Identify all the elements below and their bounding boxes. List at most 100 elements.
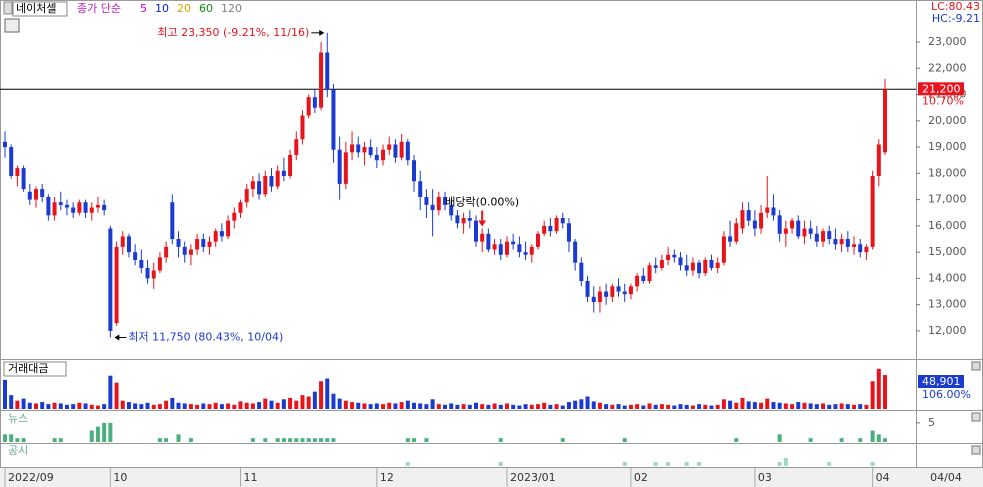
volume-bar: [511, 404, 516, 409]
news-bar: [176, 434, 181, 442]
volume-bar: [350, 402, 355, 409]
candle-body: [71, 207, 76, 213]
volume-bar: [566, 402, 571, 409]
y-tick-label: 20,000: [928, 114, 967, 127]
candle-body: [597, 291, 602, 303]
volume-bar: [455, 404, 460, 409]
volume-bar: [15, 400, 20, 409]
dividend-arrowhead: [478, 220, 487, 227]
volume-bar: [622, 405, 627, 409]
volume-bar: [467, 404, 472, 409]
volume-bar: [852, 404, 857, 409]
candle-body: [777, 215, 782, 234]
volume-bar: [288, 397, 293, 409]
volume-bar: [573, 400, 578, 409]
candle-body: [151, 270, 156, 279]
volume-bar: [374, 403, 379, 409]
volume-bar: [504, 403, 509, 409]
news-bar: [89, 430, 94, 442]
candle-body: [845, 239, 850, 247]
candle-body: [628, 286, 633, 295]
volume-bar: [783, 403, 788, 409]
news-bar: [622, 438, 627, 442]
volume-bar: [635, 404, 640, 409]
candle-body: [622, 291, 627, 295]
disclosure-bar: [777, 462, 782, 466]
close-icon[interactable]: [971, 412, 981, 422]
candle-body: [610, 286, 615, 297]
news-bar: [306, 438, 311, 442]
x-tick-label: 04: [876, 471, 890, 484]
candle-body: [126, 236, 131, 253]
volume-bar: [238, 401, 243, 409]
candle-body: [312, 97, 317, 108]
y-tick-label: 16,000: [928, 219, 967, 232]
close-icon[interactable]: [971, 361, 981, 371]
x-tick-label: 02: [634, 471, 648, 484]
disclosure-bar: [498, 462, 503, 466]
volume-bar: [703, 404, 708, 409]
volume-bar: [721, 399, 726, 409]
candle-body: [424, 196, 429, 205]
volume-bar: [480, 404, 485, 409]
legend-label: 종가 단순: [77, 2, 121, 15]
menu-icon[interactable]: [3, 1, 13, 15]
volume-bar: [554, 404, 559, 409]
volume-bar: [883, 375, 888, 409]
stock-name-box[interactable]: [12, 1, 68, 17]
candle-body: [740, 210, 745, 229]
volume-bar: [523, 404, 528, 409]
candle-body: [604, 291, 609, 297]
candle-body: [728, 236, 733, 242]
volume-bar: [126, 402, 131, 409]
volume-bar: [759, 402, 764, 409]
candle-body: [182, 246, 187, 255]
candle-body: [678, 257, 683, 266]
news-bar: [102, 422, 107, 442]
volume-bar: [591, 401, 596, 409]
close-icon[interactable]: [971, 445, 981, 455]
tool-icon[interactable]: [4, 18, 20, 33]
volume-bar: [33, 403, 38, 409]
news-bar: [250, 438, 255, 442]
candle-body: [188, 249, 193, 255]
news-bar: [498, 438, 503, 442]
volume-bar: [418, 403, 423, 409]
panel-label-box: [3, 361, 67, 377]
candle-body: [455, 215, 460, 224]
volume-bar: [263, 398, 268, 409]
candle-body: [715, 262, 720, 268]
candle-body: [566, 223, 571, 242]
candle-body: [343, 152, 348, 184]
volume-bar: [734, 402, 739, 409]
volume-bar: [845, 404, 850, 409]
news-bar: [288, 438, 293, 442]
candle-body: [560, 218, 565, 224]
candle-body: [808, 228, 813, 234]
candle-body: [498, 244, 503, 255]
candle-body: [145, 267, 150, 279]
candle-body: [827, 231, 832, 240]
volume-bar: [659, 404, 664, 409]
x-tick-label: 11: [243, 471, 257, 484]
volume-bar: [102, 404, 107, 409]
volume-bar: [827, 404, 832, 409]
volume-bar: [71, 404, 76, 409]
legend-entry: 120: [221, 2, 242, 15]
volume-bar: [114, 382, 119, 409]
news-bar: [870, 430, 875, 442]
volume-bar: [517, 405, 522, 409]
candle-body: [176, 239, 181, 247]
news-bar: [58, 438, 63, 442]
disclosure-bar: [870, 462, 875, 466]
volume-bar: [27, 402, 32, 409]
volume-bar: [9, 395, 14, 409]
volume-bar: [269, 400, 274, 409]
volume-bar: [684, 404, 689, 409]
x-end-label: 04/04: [930, 471, 962, 484]
volume-bar: [387, 402, 392, 409]
news-bar: [3, 434, 7, 442]
volume-bar: [21, 398, 26, 409]
change-label: 10.70%: [922, 94, 964, 107]
